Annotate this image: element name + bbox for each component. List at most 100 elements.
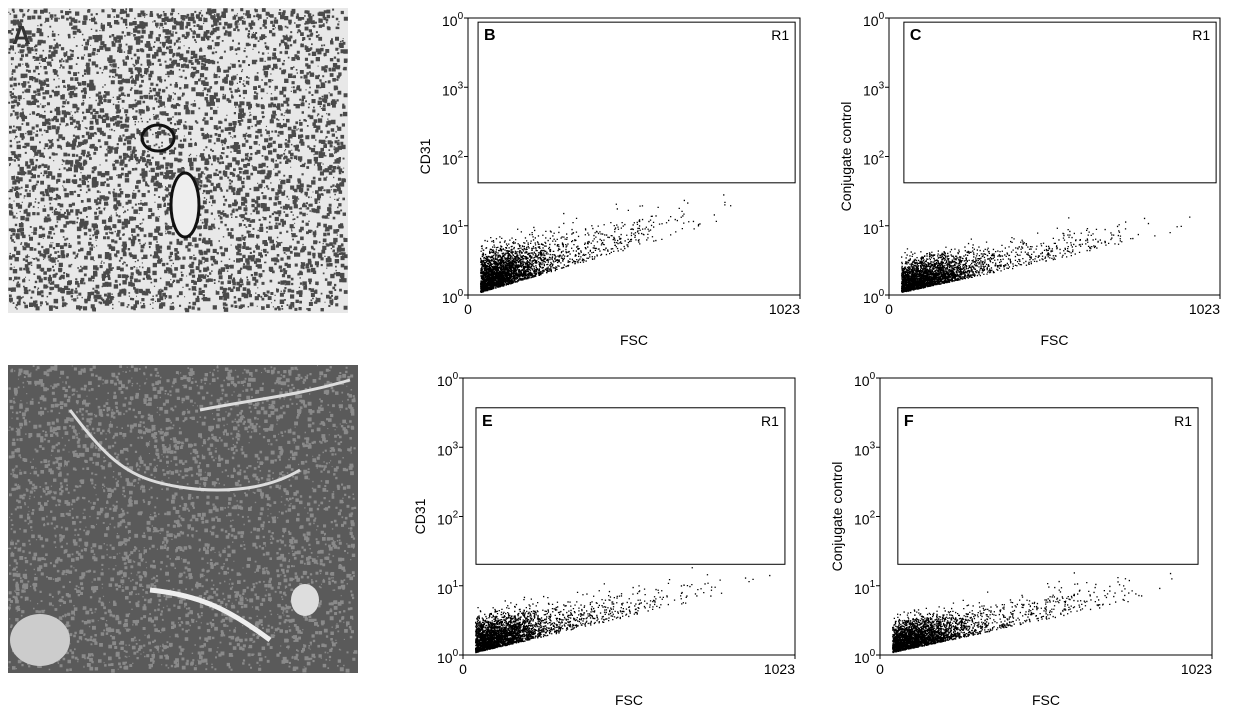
y-tick-label: 100 — [854, 648, 876, 666]
micrograph-d — [8, 365, 358, 673]
tick-exp: 3 — [879, 80, 885, 91]
y-tick-label: 101 — [437, 579, 459, 597]
y-axis-label: Conjugate control — [829, 462, 845, 572]
image-texture — [8, 8, 348, 313]
y-axis-label: CD31 — [412, 498, 428, 534]
region-label: R1 — [771, 27, 789, 43]
gate-region — [897, 407, 1199, 565]
tick-base: 10 — [442, 82, 458, 98]
image-lumen — [291, 584, 319, 616]
x-axis-label: FSC — [1041, 332, 1069, 348]
image-vessel — [140, 123, 176, 153]
x-tick-label: 1023 — [764, 661, 795, 677]
dot-cloud — [901, 216, 1191, 293]
y-tick-label: 103 — [442, 80, 464, 98]
x-axis-label: FSC — [615, 692, 643, 705]
tick-exp: 2 — [879, 150, 885, 161]
dot-cloud — [480, 194, 732, 293]
dot-cloud — [475, 567, 771, 654]
dot-cloud — [892, 572, 1173, 654]
y-tick-label: 100 — [863, 288, 885, 306]
tick-base: 10 — [437, 650, 453, 666]
tick-exp: 2 — [458, 150, 464, 161]
tick-exp: 0 — [870, 371, 876, 382]
tick-base: 10 — [437, 373, 453, 389]
tick-exp: 0 — [453, 371, 459, 382]
image-streak — [149, 587, 272, 643]
gate-region — [903, 21, 1217, 184]
tick-exp: 1 — [458, 219, 464, 230]
panel-label: C — [910, 27, 922, 44]
panel-label: F — [904, 413, 914, 430]
tick-exp: 2 — [453, 510, 459, 521]
x-axis-label: FSC — [1032, 692, 1060, 705]
tick-exp: 0 — [458, 11, 464, 22]
plot-frame — [462, 377, 796, 656]
tick-exp: 3 — [870, 440, 876, 451]
y-tick-label: 103 — [854, 440, 876, 458]
y-tick-label: 100 — [442, 288, 464, 306]
y-tick-label: 101 — [442, 219, 464, 237]
x-tick-label: 1023 — [1181, 661, 1212, 677]
micrograph-a — [8, 8, 348, 313]
plot-frame — [467, 17, 801, 296]
panel-label: B — [484, 27, 496, 44]
tick-base: 10 — [863, 82, 879, 98]
tick-exp: 0 — [458, 288, 464, 299]
tick-exp: 0 — [879, 11, 885, 22]
region-label: R1 — [1174, 413, 1192, 429]
tick-exp: 0 — [870, 648, 876, 659]
gate-region — [477, 21, 796, 184]
y-tick-label: 101 — [854, 579, 876, 597]
tick-base: 10 — [863, 290, 879, 306]
x-tick-label: 0 — [885, 301, 893, 317]
y-tick-label: 100 — [437, 371, 459, 389]
tick-base: 10 — [442, 13, 458, 29]
y-tick-label: 102 — [863, 150, 885, 168]
gate-region — [475, 407, 786, 565]
tick-exp: 1 — [453, 579, 459, 590]
x-tick-label: 0 — [459, 661, 467, 677]
tick-base: 10 — [863, 13, 879, 29]
region-label: R1 — [761, 413, 779, 429]
image-lumen — [10, 614, 70, 666]
x-tick-label: 1023 — [1189, 301, 1220, 317]
y-axis-label: CD31 — [417, 138, 433, 174]
tick-base: 10 — [442, 221, 458, 237]
y-tick-label: 100 — [437, 648, 459, 666]
x-tick-label: 0 — [876, 661, 884, 677]
image-texture — [8, 365, 358, 673]
panel-label: A — [12, 20, 31, 50]
tick-base: 10 — [863, 221, 879, 237]
tick-exp: 1 — [879, 219, 885, 230]
tick-exp: 0 — [879, 288, 885, 299]
y-tick-label: 102 — [437, 510, 459, 528]
tick-base: 10 — [437, 581, 453, 597]
tick-exp: 1 — [870, 579, 876, 590]
tick-base: 10 — [442, 152, 458, 168]
tick-base: 10 — [437, 512, 453, 528]
y-tick-label: 100 — [863, 11, 885, 29]
tick-exp: 3 — [458, 80, 464, 91]
tick-base: 10 — [854, 442, 870, 458]
tick-exp: 0 — [453, 648, 459, 659]
image-streak — [68, 409, 301, 492]
y-tick-label: 103 — [437, 440, 459, 458]
y-tick-label: 100 — [442, 11, 464, 29]
tick-base: 10 — [437, 442, 453, 458]
region-label: R1 — [1192, 27, 1210, 43]
y-tick-label: 103 — [863, 80, 885, 98]
panel-label: E — [482, 413, 493, 430]
tick-exp: 3 — [453, 440, 459, 451]
image-streak — [199, 378, 351, 412]
x-axis-label: FSC — [620, 332, 648, 348]
y-axis-label: Conjugate control — [838, 102, 854, 212]
y-tick-label: 100 — [854, 371, 876, 389]
tick-exp: 2 — [870, 510, 876, 521]
y-tick-label: 102 — [442, 150, 464, 168]
x-tick-label: 0 — [464, 301, 472, 317]
